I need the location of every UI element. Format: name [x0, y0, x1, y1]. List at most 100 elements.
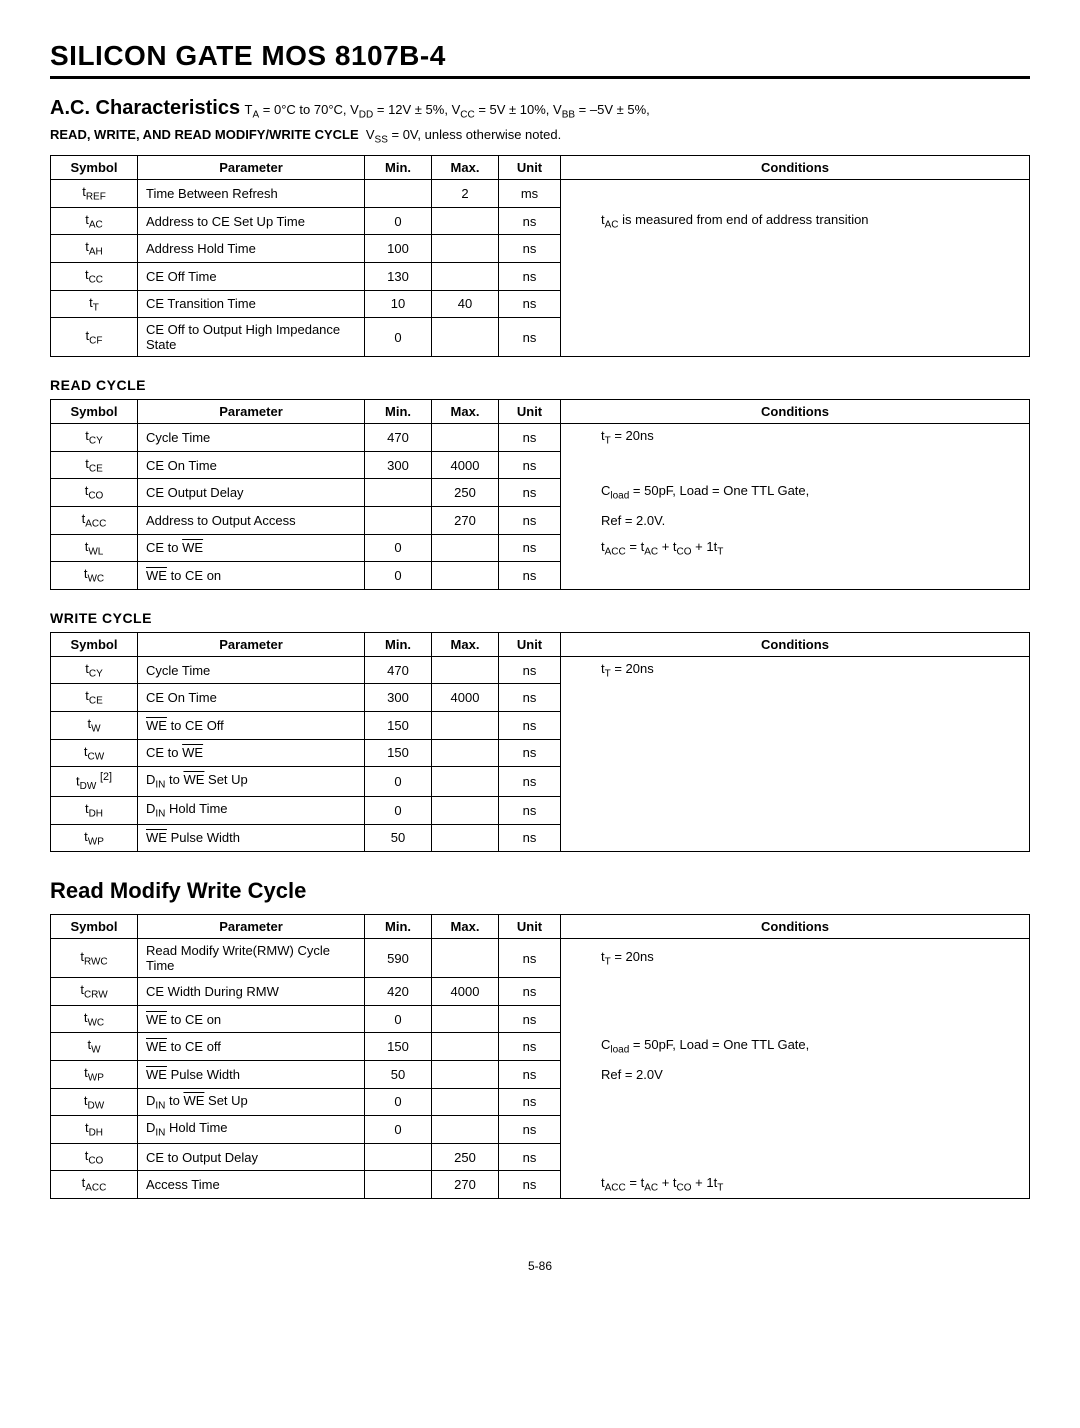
- col-max: Max.: [432, 400, 499, 424]
- cell-sym: tAH: [51, 235, 138, 263]
- col-unit: Unit: [499, 156, 561, 180]
- cycle-conditions-line: READ, WRITE, AND READ MODIFY/WRITE CYCLE…: [50, 127, 1030, 146]
- cell-param: DIN to WE Set Up: [138, 1088, 365, 1116]
- cell-param: Cycle Time: [138, 656, 365, 684]
- cell-sym: tACC: [51, 506, 138, 534]
- col-min: Min.: [365, 632, 432, 656]
- cell-cond: [561, 1005, 1030, 1033]
- table-row: tCE CE On Time 300 4000 ns: [51, 684, 1030, 712]
- table-header-row: Symbol Parameter Min. Max. Unit Conditio…: [51, 915, 1030, 939]
- col-conditions: Conditions: [561, 632, 1030, 656]
- col-symbol: Symbol: [51, 915, 138, 939]
- write-cycle-table: Symbol Parameter Min. Max. Unit Conditio…: [50, 632, 1030, 852]
- cell-min: [365, 479, 432, 507]
- col-parameter: Parameter: [138, 915, 365, 939]
- cell-min: 0: [365, 797, 432, 825]
- cell-max: [432, 207, 499, 235]
- cell-param: Address to Output Access: [138, 506, 365, 534]
- cell-cond: [561, 451, 1030, 479]
- cell-unit: ns: [499, 318, 561, 357]
- table-row: tWC WE to CE on 0 ns: [51, 1005, 1030, 1033]
- cell-sym: tWC: [51, 562, 138, 590]
- cell-cond: [561, 180, 1030, 208]
- cell-min: 0: [365, 1116, 432, 1144]
- table-row: tDH DIN Hold Time 0 ns: [51, 1116, 1030, 1144]
- cell-max: [432, 797, 499, 825]
- col-max: Max.: [432, 632, 499, 656]
- table-row: tWL CE to WE 0 ns tACC = tAC + tCO + 1tT: [51, 534, 1030, 562]
- cell-cond: [561, 290, 1030, 318]
- cell-unit: ns: [499, 711, 561, 739]
- title-rule: [50, 76, 1030, 79]
- cell-param: Access Time: [138, 1171, 365, 1199]
- cell-unit: ns: [499, 451, 561, 479]
- cell-cond: tACC = tAC + tCO + 1tT: [561, 534, 1030, 562]
- cell-sym: tWL: [51, 534, 138, 562]
- cell-param: WE to CE Off: [138, 711, 365, 739]
- cell-param: CE to WE: [138, 739, 365, 767]
- cell-param: CE to Output Delay: [138, 1143, 365, 1171]
- table-row: tW WE to CE off 150 ns Cload = 50pF, Loa…: [51, 1033, 1030, 1061]
- cell-unit: ns: [499, 562, 561, 590]
- col-max: Max.: [432, 156, 499, 180]
- write-cycle-title: WRITE CYCLE: [50, 610, 1030, 626]
- cell-unit: ns: [499, 797, 561, 825]
- cell-sym: tCY: [51, 424, 138, 452]
- cell-min: 420: [365, 978, 432, 1006]
- col-parameter: Parameter: [138, 400, 365, 424]
- cell-max: [432, 711, 499, 739]
- cell-min: 0: [365, 1005, 432, 1033]
- table-row: tDH DIN Hold Time 0 ns: [51, 797, 1030, 825]
- cell-max: [432, 1060, 499, 1088]
- cell-param: WE to CE on: [138, 562, 365, 590]
- cell-unit: ns: [499, 1005, 561, 1033]
- cell-min: 300: [365, 451, 432, 479]
- cell-max: 4000: [432, 451, 499, 479]
- col-min: Min.: [365, 400, 432, 424]
- cell-cond: tT = 20ns: [561, 656, 1030, 684]
- cell-param: Address to CE Set Up Time: [138, 207, 365, 235]
- table-row: tCF CE Off to Output High Impedance Stat…: [51, 318, 1030, 357]
- cell-max: [432, 1005, 499, 1033]
- cell-sym: tDW: [51, 1088, 138, 1116]
- cell-unit: ns: [499, 978, 561, 1006]
- ac-heading: A.C. Characteristics: [50, 97, 240, 119]
- col-symbol: Symbol: [51, 400, 138, 424]
- table-row: tAH Address Hold Time 100 ns: [51, 235, 1030, 263]
- table-row: tWP WE Pulse Width 50 ns: [51, 824, 1030, 852]
- col-conditions: Conditions: [561, 156, 1030, 180]
- cell-sym: tREF: [51, 180, 138, 208]
- cell-min: 0: [365, 534, 432, 562]
- cell-cond: tT = 20ns: [561, 939, 1030, 978]
- cell-param: CE On Time: [138, 451, 365, 479]
- cell-param: CE Width During RMW: [138, 978, 365, 1006]
- cell-max: 40: [432, 290, 499, 318]
- cell-unit: ns: [499, 235, 561, 263]
- table-row: tCE CE On Time 300 4000 ns: [51, 451, 1030, 479]
- col-conditions: Conditions: [561, 400, 1030, 424]
- cell-min: 0: [365, 562, 432, 590]
- cell-sym: tT: [51, 290, 138, 318]
- cell-param: CE Off to Output High Impedance State: [138, 318, 365, 357]
- cell-cond: [561, 562, 1030, 590]
- cell-sym: tCO: [51, 1143, 138, 1171]
- cell-cond: [561, 1116, 1030, 1144]
- cell-cond: [561, 684, 1030, 712]
- cell-param: Cycle Time: [138, 424, 365, 452]
- cell-param: CE On Time: [138, 684, 365, 712]
- cell-sym: tWC: [51, 1005, 138, 1033]
- cell-max: 270: [432, 506, 499, 534]
- cell-unit: ns: [499, 656, 561, 684]
- read-cycle-table: Symbol Parameter Min. Max. Unit Conditio…: [50, 399, 1030, 590]
- cell-unit: ns: [499, 424, 561, 452]
- cell-min: 100: [365, 235, 432, 263]
- cell-min: 150: [365, 711, 432, 739]
- cell-min: 0: [365, 207, 432, 235]
- cell-param: WE Pulse Width: [138, 1060, 365, 1088]
- cell-param: CE Off Time: [138, 262, 365, 290]
- table-row: tT CE Transition Time 10 40 ns: [51, 290, 1030, 318]
- cell-param: DIN to WE Set Up: [138, 767, 365, 797]
- table-row: tCO CE to Output Delay 250 ns: [51, 1143, 1030, 1171]
- cell-sym: tCO: [51, 479, 138, 507]
- cell-param: Address Hold Time: [138, 235, 365, 263]
